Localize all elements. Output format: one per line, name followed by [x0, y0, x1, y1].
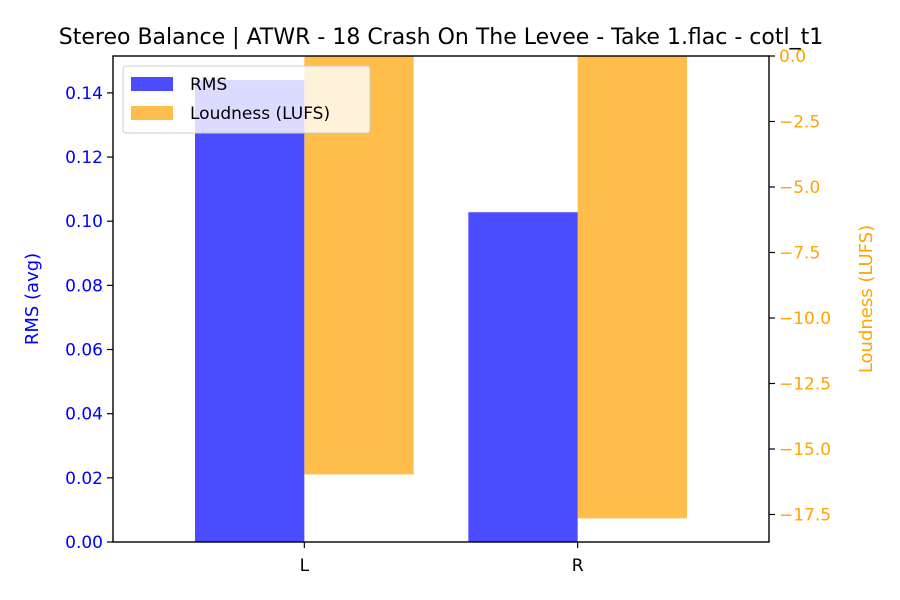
- right-y-axis-ticks: 0.0 −2.5 −5.0 −7.5 −10.0 −12.5 −15.0 −17.5: [769, 47, 831, 525]
- left-tick-label: 0.08: [65, 276, 103, 296]
- left-y-axis-label: RMS (avg): [22, 253, 43, 345]
- legend-label-rms: RMS: [190, 75, 227, 95]
- rms-bars: [195, 80, 578, 543]
- left-tick-label: 0.10: [65, 212, 103, 232]
- left-y-axis-ticks: 0.00 0.02 0.04 0.06 0.08 0.10 0.12 0.14: [65, 84, 113, 553]
- legend-label-loudness: Loudness (LUFS): [190, 104, 330, 124]
- right-tick-label: 0.0: [779, 47, 806, 67]
- rms-bar-r: [468, 212, 578, 542]
- chart-title: Stereo Balance | ATWR - 18 Crash On The …: [59, 25, 823, 50]
- left-tick-label: 0.02: [65, 469, 103, 489]
- right-tick-label: −5.0: [779, 178, 820, 198]
- plot-frame: [112, 55, 770, 543]
- x-tick-label: R: [572, 556, 584, 576]
- left-tick-label: 0.06: [65, 341, 103, 361]
- legend-box: [122, 65, 371, 134]
- left-tick-label: 0.14: [65, 84, 103, 104]
- x-tick-label: L: [300, 556, 310, 576]
- rms-bar-l: [195, 80, 305, 543]
- legend-swatch-rms: [131, 77, 173, 91]
- right-tick-label: −15.0: [779, 440, 831, 460]
- right-tick-label: −2.5: [779, 112, 820, 132]
- legend: RMS Loudness (LUFS): [122, 65, 371, 134]
- legend-swatch-loudness: [131, 106, 173, 120]
- right-tick-label: −10.0: [779, 309, 831, 329]
- loudness-bar-r: [577, 56, 687, 519]
- right-tick-label: −12.5: [779, 374, 831, 394]
- right-tick-label: −17.5: [779, 505, 831, 525]
- left-tick-label: 0.04: [65, 405, 103, 425]
- right-y-axis-label: Loudness (LUFS): [856, 225, 877, 373]
- left-tick-label: 0.12: [65, 148, 103, 168]
- right-tick-label: −7.5: [779, 243, 820, 263]
- left-tick-label: 0.00: [65, 533, 103, 553]
